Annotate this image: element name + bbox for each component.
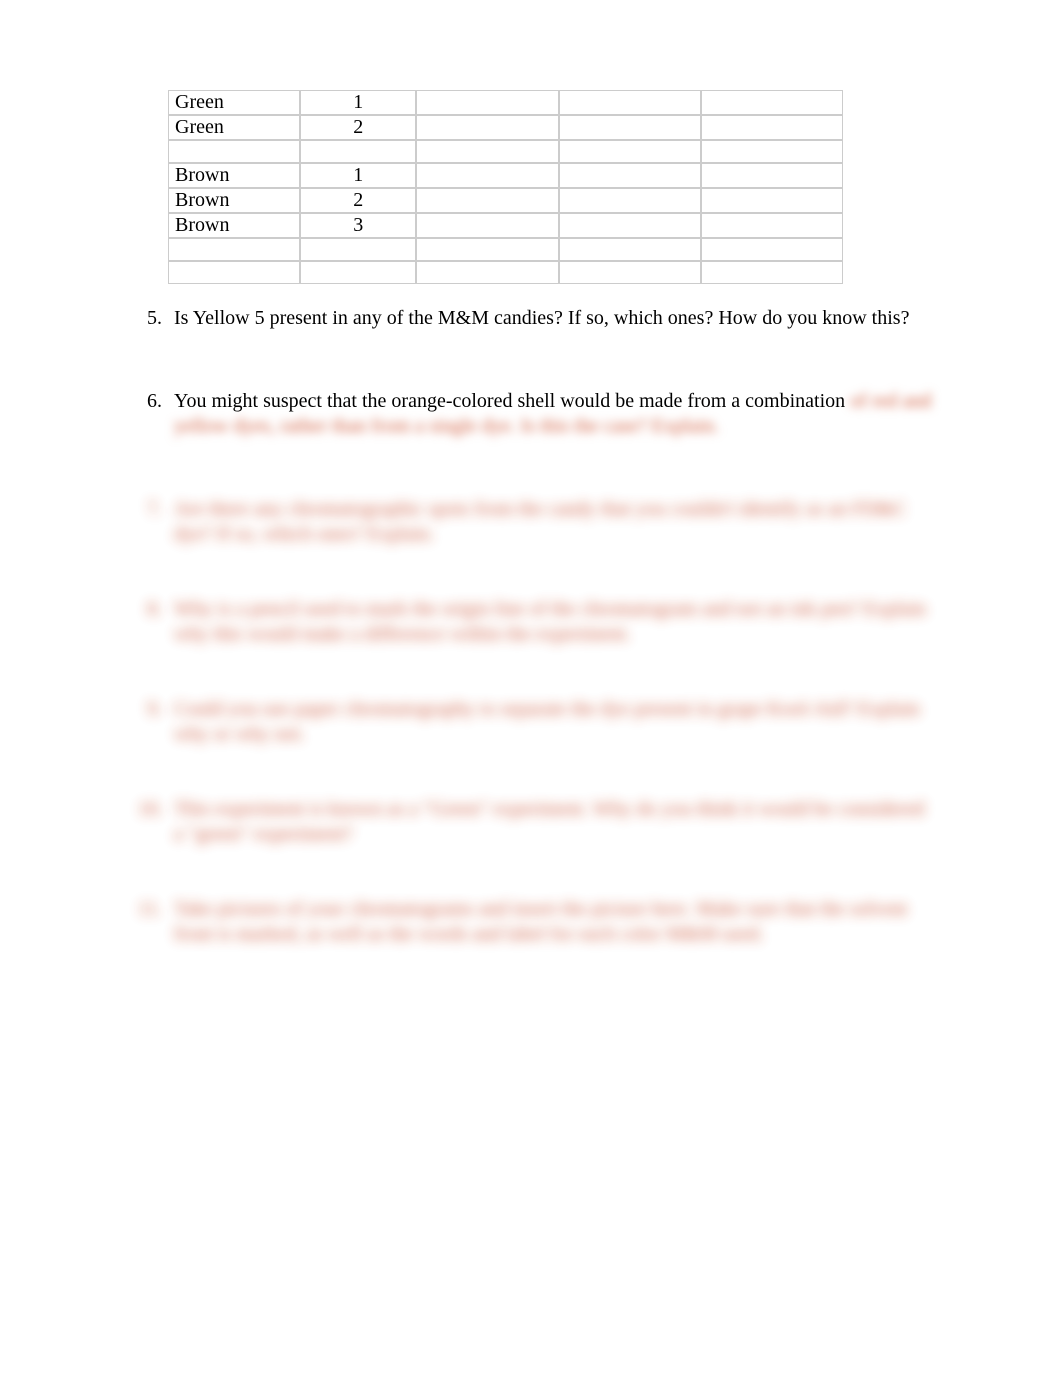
empty-cell bbox=[701, 188, 843, 213]
table-row bbox=[168, 261, 843, 284]
table-row: Green2 bbox=[168, 115, 843, 140]
empty-cell bbox=[559, 261, 701, 284]
empty-cell bbox=[701, 140, 843, 163]
empty-cell bbox=[559, 140, 701, 163]
empty-cell bbox=[701, 261, 843, 284]
number-cell bbox=[300, 261, 416, 284]
number-cell: 2 bbox=[300, 188, 416, 213]
empty-cell bbox=[559, 188, 701, 213]
table-row: Green1 bbox=[168, 90, 843, 115]
question-number: 8. bbox=[138, 597, 174, 622]
question-9: 9. Could you use paper chromatography to… bbox=[138, 697, 942, 747]
question-text: Why is a pencil used to mark the origin … bbox=[174, 597, 942, 647]
question-text: Could you use paper chromatography to se… bbox=[174, 697, 942, 747]
empty-cell bbox=[416, 261, 558, 284]
color-label-cell: Green bbox=[168, 90, 300, 115]
question-list: 5. Is Yellow 5 present in any of the M&M… bbox=[120, 306, 942, 947]
question-10: 10. This experiment is known as a "Green… bbox=[138, 797, 942, 847]
color-label-cell bbox=[168, 238, 300, 261]
empty-cell bbox=[416, 213, 558, 238]
empty-cell bbox=[701, 90, 843, 115]
empty-cell bbox=[416, 163, 558, 188]
question-text: Take pictures of your chromatograms and … bbox=[174, 897, 942, 947]
question-number: 5. bbox=[138, 306, 174, 331]
color-label-cell: Brown bbox=[168, 213, 300, 238]
question-text: This experiment is known as a "Green" ex… bbox=[174, 797, 942, 847]
question-5: 5. Is Yellow 5 present in any of the M&M… bbox=[138, 306, 942, 331]
empty-cell bbox=[416, 188, 558, 213]
question-text: Is Yellow 5 present in any of the M&M ca… bbox=[174, 306, 942, 331]
empty-cell bbox=[416, 140, 558, 163]
color-label-cell: Brown bbox=[168, 163, 300, 188]
number-cell: 2 bbox=[300, 115, 416, 140]
color-label-cell: Brown bbox=[168, 188, 300, 213]
table-row bbox=[168, 238, 843, 261]
q6-line1: You might suspect that the orange-colore… bbox=[174, 390, 845, 412]
table-row bbox=[168, 140, 843, 163]
empty-cell bbox=[701, 238, 843, 261]
empty-cell bbox=[701, 213, 843, 238]
question-number: 6. bbox=[138, 389, 174, 414]
question-6: 6. You might suspect that the orange-col… bbox=[138, 389, 942, 439]
empty-cell bbox=[559, 115, 701, 140]
color-data-table: Green1Green2Brown1Brown2Brown3 bbox=[168, 90, 843, 284]
empty-cell bbox=[559, 90, 701, 115]
empty-cell bbox=[416, 90, 558, 115]
question-number: 9. bbox=[138, 697, 174, 722]
empty-cell bbox=[701, 163, 843, 188]
question-number: 7. bbox=[138, 497, 174, 522]
table-row: Brown1 bbox=[168, 163, 843, 188]
empty-cell bbox=[701, 115, 843, 140]
number-cell bbox=[300, 140, 416, 163]
question-11: 11. Take pictures of your chromatograms … bbox=[138, 897, 942, 947]
table-row: Brown3 bbox=[168, 213, 843, 238]
color-label-cell bbox=[168, 140, 300, 163]
question-number: 11. bbox=[138, 897, 174, 922]
empty-cell bbox=[559, 238, 701, 261]
color-label-cell bbox=[168, 261, 300, 284]
color-label-cell: Green bbox=[168, 115, 300, 140]
empty-cell bbox=[559, 213, 701, 238]
empty-cell bbox=[416, 238, 558, 261]
question-text: You might suspect that the orange-colore… bbox=[174, 389, 942, 439]
table-row: Brown2 bbox=[168, 188, 843, 213]
question-7: 7. Are there any chromatographic spots f… bbox=[138, 497, 942, 547]
number-cell: 1 bbox=[300, 90, 416, 115]
empty-cell bbox=[559, 163, 701, 188]
question-text: Are there any chromatographic spots from… bbox=[174, 497, 942, 547]
number-cell: 1 bbox=[300, 163, 416, 188]
question-8: 8. Why is a pencil used to mark the orig… bbox=[138, 597, 942, 647]
number-cell: 3 bbox=[300, 213, 416, 238]
number-cell bbox=[300, 238, 416, 261]
empty-cell bbox=[416, 115, 558, 140]
question-number: 10. bbox=[138, 797, 174, 822]
